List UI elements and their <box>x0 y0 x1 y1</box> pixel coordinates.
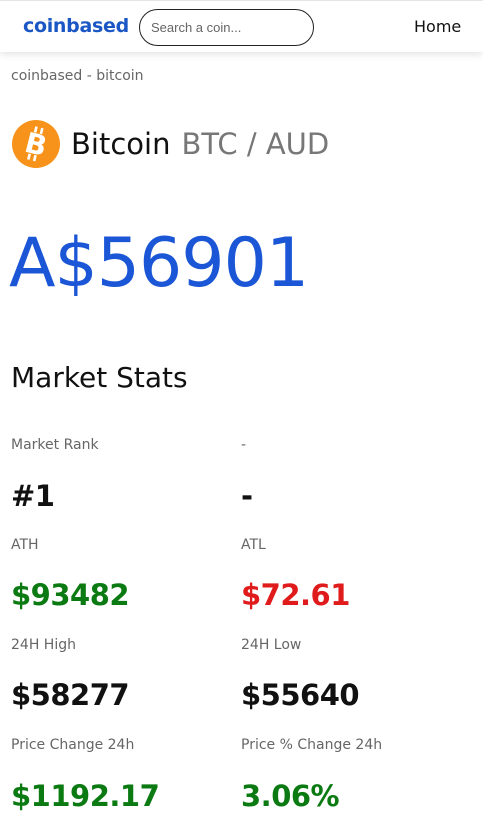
stat-value-ath: $93482 <box>11 578 130 612</box>
bitcoin-icon: B <box>12 120 60 168</box>
stat-label-24h-high: 24H High <box>11 637 76 653</box>
coin-name: Bitcoin <box>71 126 171 161</box>
top-navbar: coinbased Home <box>0 0 483 52</box>
stat-label-24h-low: 24H Low <box>241 637 302 653</box>
stat-value-24h-high: $58277 <box>11 678 130 712</box>
stat-label-empty: - <box>241 437 247 453</box>
stat-value-price-percent-change-24h: 3.06% <box>241 779 340 813</box>
stat-value-empty: - <box>241 479 253 513</box>
stat-value-market-rank: #1 <box>11 479 55 513</box>
home-link[interactable]: Home <box>414 17 462 36</box>
stat-label-price-percent-change-24h: Price % Change 24h <box>241 737 383 753</box>
stat-label-market-rank: Market Rank <box>11 437 99 453</box>
coin-header: B Bitcoin BTC / AUD <box>12 120 329 168</box>
stat-label-ath: ATH <box>11 537 39 553</box>
breadcrumb: coinbased - bitcoin <box>11 68 144 84</box>
search-input[interactable] <box>139 9 314 46</box>
coin-pair: BTC / AUD <box>181 126 330 161</box>
stat-label-atl: ATL <box>241 537 266 553</box>
stat-value-24h-low: $55640 <box>241 678 360 712</box>
stat-value-price-change-24h: $1192.17 <box>11 779 160 813</box>
stat-value-atl: $72.61 <box>241 578 350 612</box>
market-stats-title: Market Stats <box>11 361 188 394</box>
brand-logo-link[interactable]: coinbased <box>23 15 129 37</box>
current-price: A$56901 <box>9 224 309 303</box>
stat-label-price-change-24h: Price Change 24h <box>11 737 135 753</box>
